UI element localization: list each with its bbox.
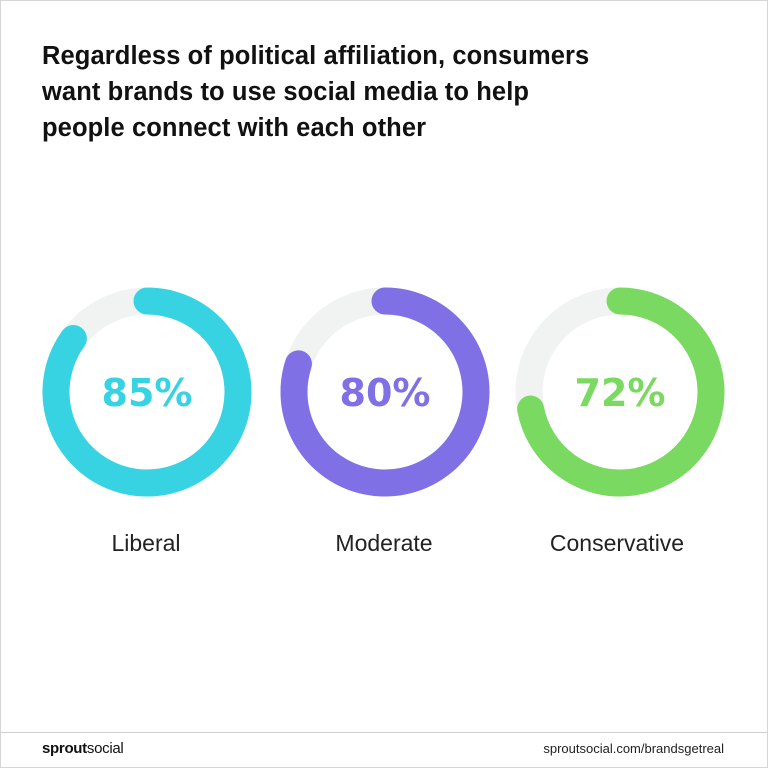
donut-value-moderate: 80%	[340, 371, 431, 415]
title-line-1: Regardless of political affiliation, con…	[42, 42, 590, 70]
category-label-liberal: Liberal	[111, 530, 181, 556]
footer-divider	[0, 732, 768, 733]
sproutsocial-logo: sproutsocial	[42, 740, 124, 757]
donut-arc-conservative	[517, 287, 725, 497]
title-line-2: want brands to use social media to help	[42, 78, 530, 106]
donut-liberal-svg: 85%	[42, 287, 252, 497]
logo-text-bold: sprout	[42, 740, 87, 757]
category-label-moderate: Moderate	[335, 530, 433, 556]
title-line-3: people connect with each other	[42, 114, 427, 142]
chart-title: Regardless of political affiliation, con…	[42, 38, 682, 146]
donut-value-conservative: 72%	[575, 371, 666, 415]
donut-conservative: 72%	[514, 286, 726, 498]
logo-text-regular: social	[86, 740, 124, 757]
donut-liberal: 85%	[41, 286, 253, 498]
donut-arc-moderate	[280, 287, 490, 497]
category-label-conservative: Conservative	[549, 530, 685, 556]
donut-arc-liberal	[42, 287, 252, 497]
donut-moderate-svg: 80%	[280, 287, 490, 497]
donut-moderate: 80%	[279, 286, 491, 498]
donut-value-liberal: 85%	[102, 371, 193, 415]
footer-url: sproutsocial.com/brandsgetreal	[543, 741, 724, 756]
donut-conservative-svg: 72%	[515, 287, 725, 497]
